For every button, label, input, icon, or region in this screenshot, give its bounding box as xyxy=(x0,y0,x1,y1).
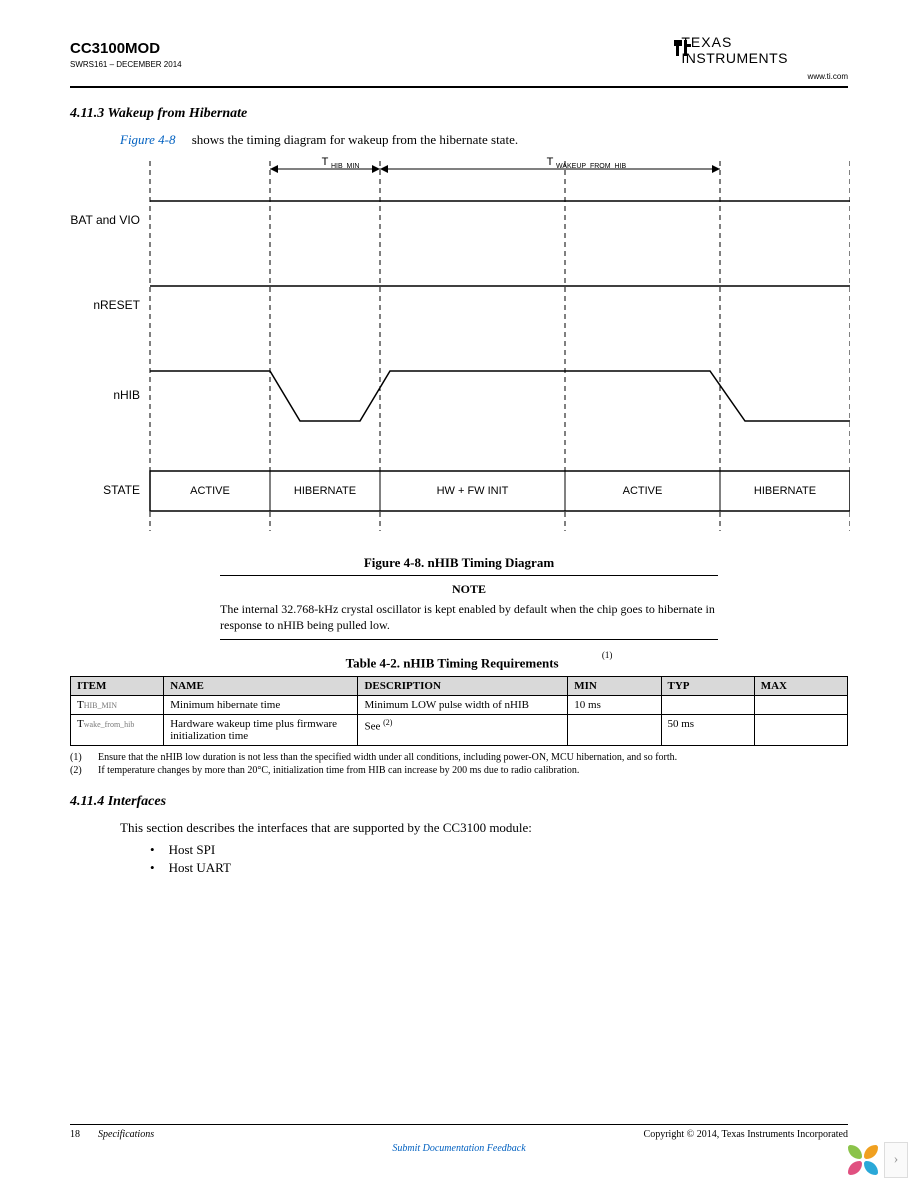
datasheet-page: CC3100MOD SWRS161 – DECEMBER 2014 TEXAS … xyxy=(0,0,918,1188)
table-header: NAME xyxy=(164,676,358,695)
note-block: NOTE The internal 32.768-kHz crystal osc… xyxy=(220,575,718,640)
part-number: CC3100MOD xyxy=(70,40,160,57)
svg-text:WAKEUP_FROM_HIB: WAKEUP_FROM_HIB xyxy=(556,163,626,170)
table-header: DESCRIPTION xyxy=(358,676,568,695)
figure-ref-link[interactable]: Figure 4-8 xyxy=(120,132,175,147)
svg-text:nRESET: nRESET xyxy=(93,298,140,312)
table-row: THIB_MINMinimum hibernate timeMinimum LO… xyxy=(71,695,848,714)
svg-text:VBAT and VIO: VBAT and VIO xyxy=(70,213,140,227)
list-item: Host UART xyxy=(150,860,848,876)
footer-section: Specifications xyxy=(98,1129,154,1140)
table-row: Twake_from_hibHardware wakeup time plus … xyxy=(71,714,848,745)
svg-text:HIBERNATE: HIBERNATE xyxy=(294,485,356,497)
logo-line2: INSTRUMENTS xyxy=(681,50,788,66)
table-caption-sup: (1) xyxy=(602,650,613,660)
page-footer: 18 Specifications Copyright © 2014, Texa… xyxy=(70,1124,848,1154)
feedback-link[interactable]: Submit Documentation Feedback xyxy=(392,1143,525,1154)
note-title: NOTE xyxy=(220,582,718,597)
page-number: 18 xyxy=(70,1129,80,1140)
viewer-logo-icon xyxy=(848,1145,878,1175)
svg-text:ACTIVE: ACTIVE xyxy=(190,485,230,497)
table-caption: Table 4-2. nHIB Timing Requirements (1) xyxy=(70,654,848,671)
footnote: (2)If temperature changes by more than 2… xyxy=(70,765,848,776)
logo-line1: TEXAS xyxy=(681,34,788,50)
section-heading-interfaces: 4.11.4 Interfaces xyxy=(70,794,848,810)
list-item: Host SPI xyxy=(150,842,848,858)
table-header: MIN xyxy=(568,676,661,695)
table-header: MAX xyxy=(754,676,847,695)
copyright: Copyright © 2014, Texas Instruments Inco… xyxy=(644,1129,848,1140)
svg-text:HW + FW INIT: HW + FW INIT xyxy=(437,485,509,497)
section2-number: 4.11.4 xyxy=(70,794,104,809)
section-number: 4.11.3 xyxy=(70,106,104,121)
svg-text:HIBERNATE: HIBERNATE xyxy=(754,485,816,497)
svg-text:HIB_MIN: HIB_MIN xyxy=(331,163,359,170)
interface-list: Host SPI Host UART xyxy=(150,842,848,876)
intro-text: shows the timing diagram for wakeup from… xyxy=(192,132,518,147)
timing-diagram: THIB_MINTWAKEUP_FROM_HIBVBAT and VIOnRES… xyxy=(70,156,848,545)
section-title: Wakeup from Hibernate xyxy=(107,106,247,121)
section2-title: Interfaces xyxy=(108,794,166,809)
svg-text:T: T xyxy=(322,156,329,168)
section-intro: Figure 4-8 shows the timing diagram for … xyxy=(120,132,848,148)
timing-table: ITEMNAMEDESCRIPTIONMINTYPMAX THIB_MINMin… xyxy=(70,676,848,746)
next-page-button[interactable]: › xyxy=(884,1142,908,1178)
table-header: TYP xyxy=(661,676,754,695)
revision: SWRS161 – DECEMBER 2014 xyxy=(70,60,182,69)
svg-text:nHIB: nHIB xyxy=(113,388,140,402)
svg-text:STATE: STATE xyxy=(103,483,140,497)
note-text: The internal 32.768-kHz crystal oscillat… xyxy=(220,601,718,633)
figure-caption: Figure 4-8. nHIB Timing Diagram xyxy=(70,555,848,571)
viewer-widget: › xyxy=(848,1142,908,1178)
header-url: www.ti.com xyxy=(808,72,848,81)
ti-logo-text: TEXAS INSTRUMENTS xyxy=(681,34,788,66)
footnote: (1)Ensure that the nHIB low duration is … xyxy=(70,752,848,763)
table-header: ITEM xyxy=(71,676,164,695)
svg-text:ACTIVE: ACTIVE xyxy=(623,485,663,497)
page-header: CC3100MOD SWRS161 – DECEMBER 2014 TEXAS … xyxy=(70,40,848,88)
table-caption-text: Table 4-2. nHIB Timing Requirements xyxy=(346,656,559,671)
footnotes: (1)Ensure that the nHIB low duration is … xyxy=(70,752,848,776)
svg-text:T: T xyxy=(547,156,554,168)
section-heading-wakeup: 4.11.3 Wakeup from Hibernate xyxy=(70,106,848,122)
section2-intro: This section describes the interfaces th… xyxy=(120,820,848,836)
